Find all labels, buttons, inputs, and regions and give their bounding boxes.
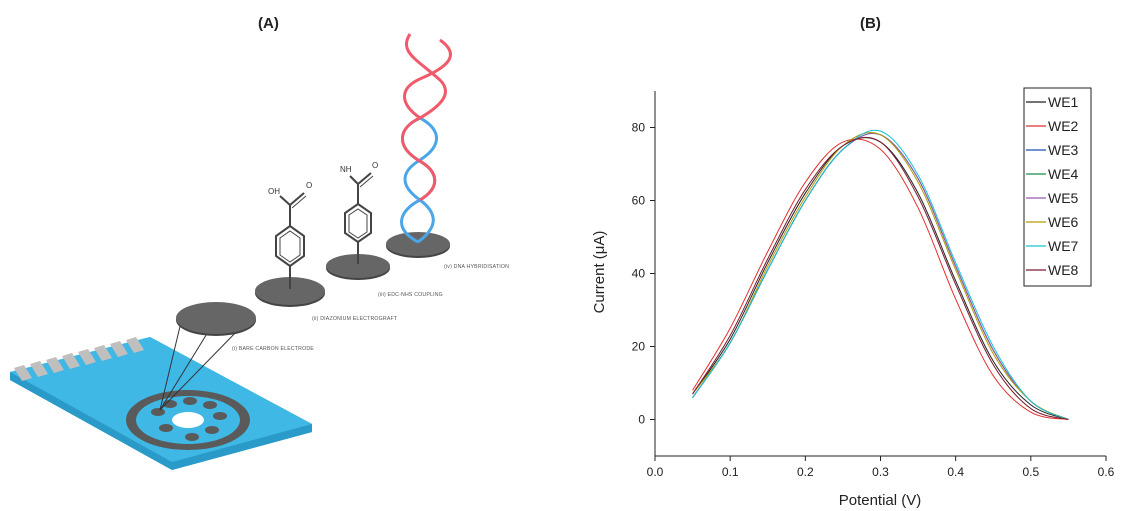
y-tick-label: 60 xyxy=(632,194,646,208)
oh-label: OH xyxy=(268,187,280,196)
x-axis-title: Potential (V) xyxy=(839,492,922,509)
series-line-we4 xyxy=(692,132,1069,420)
y-tick-label: 20 xyxy=(632,340,646,354)
step-3-label: (iii) EDC-NHS COUPLING xyxy=(378,292,443,298)
panel-b-label: (B) xyxy=(860,15,881,32)
y-axis-ticks: 0 20 40 60 80 xyxy=(632,121,655,427)
x-tick-label: 0.1 xyxy=(722,465,739,479)
panel-a-label: (A) xyxy=(258,15,279,32)
legend-label: WE2 xyxy=(1048,118,1079,134)
legend-label: WE6 xyxy=(1048,214,1079,230)
legend-label: WE3 xyxy=(1048,142,1079,158)
dna-electrode-disk xyxy=(386,232,450,258)
x-axis-ticks: 0.0 0.1 0.2 0.3 0.4 0.5 0.6 xyxy=(647,456,1115,479)
series-lines xyxy=(692,129,1069,420)
oxygen-label-1: O xyxy=(306,181,312,190)
x-tick-label: 0.5 xyxy=(1022,465,1039,479)
y-tick-label: 40 xyxy=(632,267,646,281)
x-tick-label: 0.4 xyxy=(947,465,964,479)
step-1-label: (i) BARE CARBON ELECTRODE xyxy=(232,346,314,352)
legend-label: WE4 xyxy=(1048,166,1079,182)
series-line-we7 xyxy=(692,129,1069,420)
series-line-we2 xyxy=(692,138,1069,420)
y-axis-title: Current (μA) xyxy=(591,231,608,314)
legend-label: WE5 xyxy=(1048,190,1079,206)
electrode-diagram: (i) BARE CARBON ELECTRODE OH O (ii) DIAZ… xyxy=(10,33,509,470)
y-tick-label: 80 xyxy=(632,121,646,135)
diazonium-electrode-disk xyxy=(255,277,325,307)
dna-strands xyxy=(400,33,452,244)
series-line-we5 xyxy=(692,132,1069,420)
x-tick-label: 0.0 xyxy=(647,465,664,479)
legend-label: WE1 xyxy=(1048,94,1079,110)
amide-molecule xyxy=(344,172,374,264)
series-line-we3 xyxy=(692,132,1069,420)
series-line-we6 xyxy=(692,131,1069,420)
x-tick-label: 0.3 xyxy=(872,465,889,479)
legend-box xyxy=(1023,87,1092,287)
legend-label: WE7 xyxy=(1048,238,1079,254)
legend-label: WE8 xyxy=(1048,262,1079,278)
step-4-label: (iv) DNA HYBRIDISATION xyxy=(444,264,509,270)
bare-electrode-disk xyxy=(176,302,256,336)
series-line-we8 xyxy=(692,136,1069,420)
nh-label: NH xyxy=(340,165,352,174)
oxygen-label-2: O xyxy=(372,161,378,170)
coupling-electrode-disk xyxy=(326,254,390,280)
legend: WE1 WE2 WE3 WE4 WE5 WE6 WE7 WE8 xyxy=(1023,87,1092,287)
x-tick-label: 0.2 xyxy=(797,465,814,479)
y-tick-label: 0 xyxy=(638,413,645,427)
zoom-lines xyxy=(159,317,241,411)
x-tick-label: 0.6 xyxy=(1098,465,1115,479)
step-2-label: (ii) DIAZONIUM ELECTROGRAFT xyxy=(312,316,398,322)
contact-pads xyxy=(14,337,144,381)
benzoic-acid-molecule xyxy=(275,192,307,289)
